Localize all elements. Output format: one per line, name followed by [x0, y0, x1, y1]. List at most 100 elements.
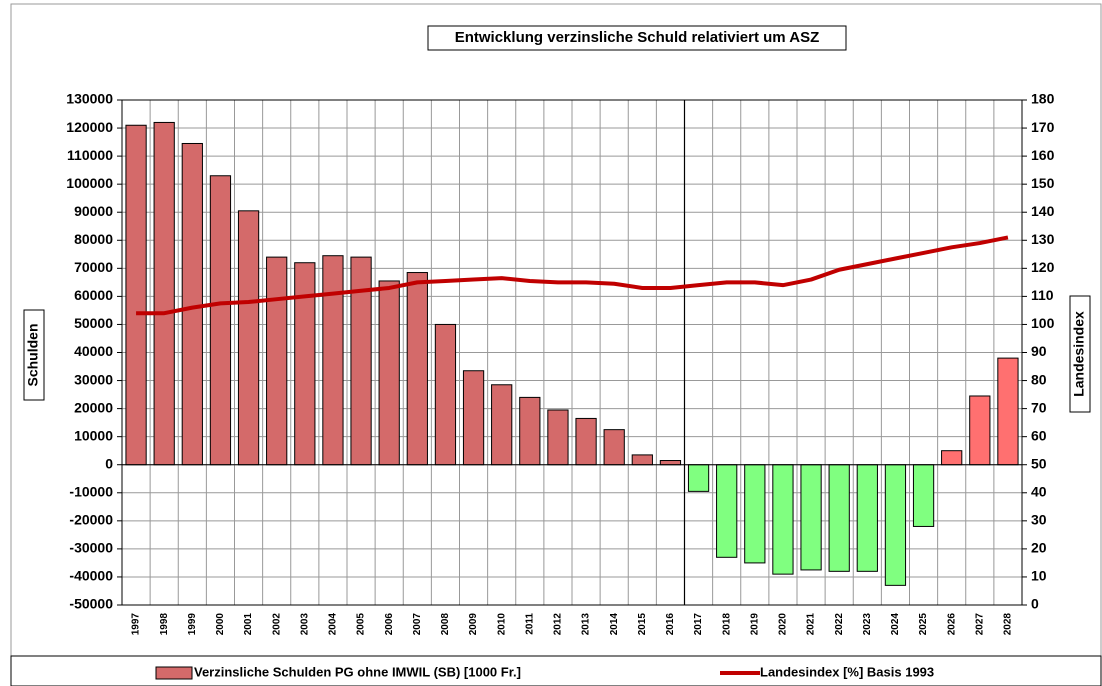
bar — [181, 142, 203, 466]
y-tick-label: 130000 — [66, 91, 113, 107]
legend-label: Landesindex [%] Basis 1993 — [760, 664, 934, 679]
y2-tick-label: 140 — [1031, 203, 1055, 219]
bar — [744, 464, 766, 564]
bar — [716, 464, 738, 558]
x-tick-label: 2027 — [974, 613, 985, 636]
x-tick-label: 2002 — [271, 613, 282, 636]
y-tick-label: 100000 — [66, 175, 113, 191]
x-tick-label: 2007 — [412, 613, 423, 636]
bar — [209, 175, 232, 466]
x-tick-label: 2003 — [299, 613, 310, 636]
y-tick-label: 40000 — [74, 343, 113, 359]
y2-tick-label: 0 — [1031, 596, 1039, 612]
frame — [10, 3, 1102, 686]
bar — [969, 395, 991, 466]
y2-tick-label: 90 — [1031, 343, 1047, 359]
y-tick-label: 0 — [105, 455, 113, 471]
bar — [322, 255, 344, 466]
bar — [687, 464, 710, 492]
x-tick-label: 2020 — [778, 613, 789, 636]
bar — [659, 460, 682, 466]
bar — [800, 464, 822, 571]
y-tick-label: 10000 — [74, 427, 113, 443]
x-tick-label: 2009 — [468, 613, 479, 636]
y2-tick-label: 30 — [1031, 512, 1047, 528]
x-tick-label: 1998 — [159, 613, 170, 636]
bar — [519, 396, 541, 466]
bar — [406, 272, 428, 466]
x-tick-label: 2011 — [524, 613, 535, 635]
x-tick-label: 2018 — [721, 613, 732, 636]
x-tick-label: 2024 — [890, 613, 901, 636]
bar — [997, 357, 1019, 466]
x-tick-label: 2015 — [637, 613, 648, 636]
bar — [828, 464, 850, 572]
x-tick-label: 2000 — [215, 613, 226, 636]
x-tick-label: 2010 — [496, 613, 507, 636]
y2-tick-label: 10 — [1031, 568, 1047, 584]
bar — [547, 409, 569, 466]
plot-border — [121, 99, 1023, 606]
bar — [378, 280, 400, 466]
y2-tick-label: 110 — [1031, 287, 1054, 303]
x-tick-label: 2012 — [553, 613, 564, 636]
y2-tick-label: 130 — [1031, 231, 1055, 247]
x-tick-label: 1997 — [131, 613, 142, 636]
y-axis-label: Schulden — [25, 323, 41, 386]
bar — [125, 124, 147, 466]
y-tick-label: 120000 — [66, 119, 113, 135]
x-tick-label: 2001 — [243, 613, 254, 636]
legend-swatch — [155, 666, 193, 680]
y-tick-label: 70000 — [74, 259, 113, 275]
bar — [237, 210, 260, 466]
x-tick-label: 2014 — [609, 613, 620, 636]
y-tick-label: 90000 — [74, 203, 113, 219]
y-tick-label: -30000 — [69, 540, 113, 556]
x-tick-label: 2004 — [328, 613, 339, 636]
chart-title: Entwicklung verzinsliche Schuld relativi… — [455, 29, 820, 46]
bar — [575, 417, 597, 466]
bar — [912, 464, 935, 527]
line — [136, 235, 1009, 316]
y2-tick-label: 170 — [1031, 119, 1055, 135]
y-tick-label: 20000 — [74, 399, 113, 415]
bar — [294, 262, 316, 466]
y2-tick-label: 50 — [1031, 455, 1047, 471]
y-tick-label: 80000 — [74, 231, 113, 247]
bar — [772, 464, 794, 575]
y2-tick-label: 20 — [1031, 540, 1047, 556]
bar — [491, 384, 513, 466]
bar — [941, 450, 963, 466]
y2-tick-label: 180 — [1031, 91, 1055, 107]
y2-tick-label: 40 — [1031, 483, 1047, 499]
x-tick-label: 2023 — [862, 613, 873, 636]
x-tick-label: 2017 — [693, 613, 704, 636]
y2-tick-label: 100 — [1031, 315, 1055, 331]
bar — [856, 464, 878, 572]
bar — [603, 429, 625, 466]
legend-box — [10, 655, 1102, 686]
x-tick-label: 2008 — [440, 613, 451, 636]
y-tick-label: 60000 — [74, 287, 113, 303]
y-tick-label: -50000 — [69, 596, 113, 612]
bar — [266, 256, 288, 466]
y2-label-box — [1069, 295, 1091, 413]
y2-tick-label: 60 — [1031, 427, 1047, 443]
x-tick-label: 2028 — [1003, 613, 1014, 636]
x-tick-label: 2026 — [946, 613, 957, 636]
bar — [631, 454, 653, 466]
y2-tick-label: 120 — [1031, 259, 1055, 275]
title-box — [427, 25, 847, 51]
y-label-box — [23, 309, 45, 401]
y2-tick-label: 160 — [1031, 147, 1055, 163]
y-tick-label: 110000 — [67, 147, 113, 163]
y-tick-label: 30000 — [74, 371, 113, 387]
x-tick-label: 2019 — [749, 613, 760, 636]
bar — [462, 370, 485, 466]
y-tick-label: -10000 — [69, 483, 113, 499]
y-tick-label: 50000 — [74, 315, 113, 331]
x-tick-label: 2013 — [581, 613, 592, 636]
x-tick-label: 2005 — [356, 613, 367, 636]
y-tick-label: -40000 — [69, 568, 113, 584]
